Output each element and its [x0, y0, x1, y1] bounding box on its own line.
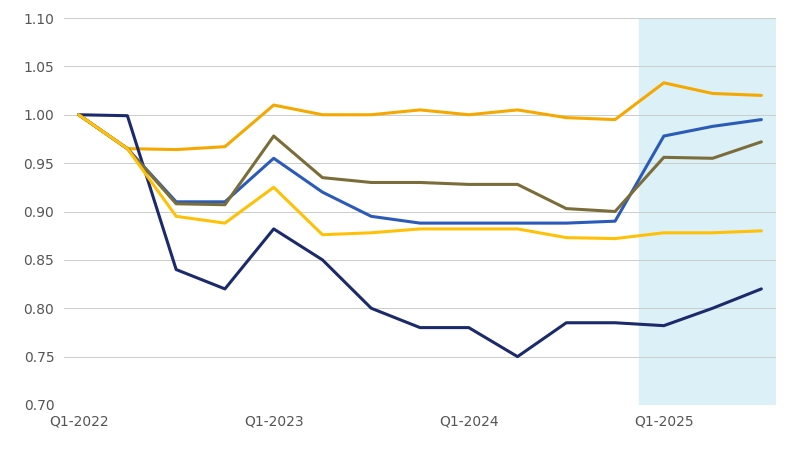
Bar: [639, 18, 786, 405]
